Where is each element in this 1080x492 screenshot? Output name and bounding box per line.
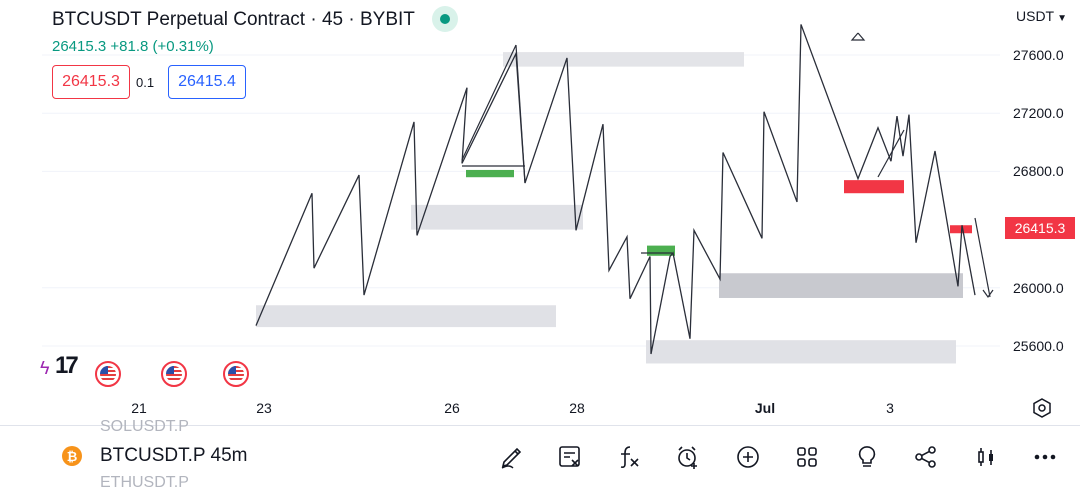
x-axis-tick: 23 <box>256 400 272 416</box>
order-ticket-icon <box>559 446 580 467</box>
economic-event-us-flag-icon[interactable] <box>223 361 249 387</box>
x-axis-tick: 3 <box>886 400 894 416</box>
order-ticket-button[interactable] <box>555 442 585 472</box>
currency-selector[interactable]: USDT ▼ <box>1016 8 1067 24</box>
watchlist-item-faded[interactable]: SOLUSDT.P <box>100 418 189 435</box>
more-button[interactable] <box>1030 442 1060 472</box>
price-zone-gray <box>646 340 956 364</box>
economic-event-us-flag-icon[interactable] <box>161 361 187 387</box>
layouts-icon <box>797 447 817 467</box>
price-zone-red <box>950 225 972 234</box>
price-zone-green <box>647 245 675 256</box>
y-axis-tick: 26800.0 <box>1013 163 1064 179</box>
price-zone-gray <box>411 204 583 230</box>
add-icon <box>737 446 759 468</box>
price-chart[interactable] <box>0 0 1080 425</box>
chevron-down-icon: ▼ <box>1057 13 1068 24</box>
layouts-button[interactable] <box>792 442 822 472</box>
tradingview-logo-icon: 17 <box>55 352 79 379</box>
symbol-selector[interactable]: BTCUSDT.P 45m <box>100 445 248 466</box>
projection-line <box>974 217 991 298</box>
market-open-status-icon[interactable] <box>432 6 458 32</box>
x-axis-tick: 21 <box>131 400 147 416</box>
price-zone-green <box>466 169 514 178</box>
y-axis-tick: 27200.0 <box>1013 105 1064 121</box>
x-axis-tick: 28 <box>569 400 585 416</box>
last-price-change: 26415.3 +81.8 (+0.31%) <box>52 38 214 55</box>
trend-line <box>461 44 517 161</box>
more-icon <box>1034 454 1056 460</box>
trend-line <box>515 44 526 184</box>
alert-icon <box>678 446 697 469</box>
indicators-button[interactable] <box>614 442 644 472</box>
alert-button[interactable] <box>673 442 703 472</box>
x-axis-tick: 26 <box>444 400 460 416</box>
x-axis-tick: Jul <box>754 400 776 416</box>
chart-settings-icon[interactable] <box>1032 398 1052 418</box>
y-axis-tick: 26000.0 <box>1013 280 1064 296</box>
bottom-toolbar: SOLUSDT.P ETHUSDT.P ₿ BTCUSDT.P 45m <box>0 418 1080 491</box>
price-zone-supply-gray <box>503 52 744 67</box>
economic-event-us-flag-icon[interactable] <box>95 361 121 387</box>
y-axis-tick: 25600.0 <box>1013 338 1064 354</box>
chart-type-icon <box>978 448 993 466</box>
buy-button[interactable]: 26415.4 <box>168 65 246 99</box>
arrow-down-marker <box>982 289 994 299</box>
chart-type-button[interactable] <box>971 442 1001 472</box>
last-price-label: 26415.3 <box>1005 217 1075 239</box>
price-zone-red <box>844 180 904 194</box>
sell-button[interactable]: 26415.3 <box>52 65 130 99</box>
currency-label: USDT <box>1016 8 1055 24</box>
watchlist-item-faded[interactable]: ETHUSDT.P <box>100 474 189 491</box>
draw-button[interactable] <box>497 442 527 472</box>
y-axis-tick: 27600.0 <box>1013 47 1064 63</box>
ideas-button[interactable] <box>852 442 882 472</box>
price-zone-dark-gray <box>719 273 963 298</box>
symbol-title[interactable]: BTCUSDT Perpetual Contract · 45 · BYBIT <box>52 9 415 30</box>
draw-icon <box>501 447 522 469</box>
symbol-logo-icon: ϟ <box>40 358 50 378</box>
ideas-icon <box>858 446 876 467</box>
add-button[interactable] <box>733 442 763 472</box>
share-button[interactable] <box>911 442 941 472</box>
share-icon <box>915 446 936 468</box>
price-zone-gray <box>256 305 556 328</box>
arrow-up-marker <box>850 32 866 41</box>
spread-value: 0.1 <box>136 75 155 90</box>
bitcoin-icon: ₿ <box>62 446 82 466</box>
indicators-icon <box>620 446 639 468</box>
trend-line <box>877 129 905 178</box>
